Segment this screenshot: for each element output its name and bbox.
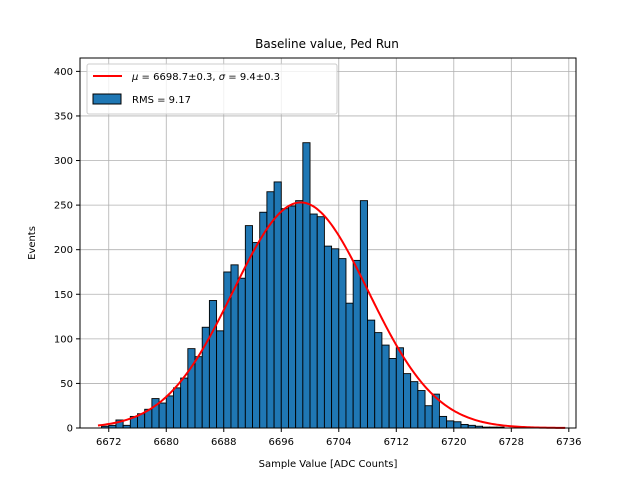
x-tick-label: 6672 — [96, 437, 121, 448]
y-tick-label: 400 — [54, 67, 73, 78]
x-axis-label: Sample Value [ADC Counts] — [259, 459, 398, 470]
y-tick-label: 0 — [67, 424, 73, 435]
legend-fit-label: μ = 6698.7±0.3, σ = 9.4±0.3 — [131, 72, 280, 83]
histogram-bar — [259, 211, 268, 429]
histogram-bar — [165, 395, 174, 429]
histogram-bar — [172, 387, 182, 429]
x-tick-label: 6720 — [441, 437, 466, 448]
x-tick-label: 6728 — [499, 437, 524, 448]
x-tick-label: 6696 — [269, 437, 294, 448]
histogram-bar — [410, 381, 419, 429]
histogram-bar — [417, 390, 426, 429]
y-axis-label: Events — [27, 226, 38, 260]
histogram-bar — [323, 245, 333, 429]
histogram-bar — [381, 344, 390, 429]
chart-title: Baseline value, Ped Run — [255, 37, 399, 51]
y-tick-label: 50 — [60, 379, 73, 390]
histogram-bar — [252, 242, 261, 429]
plot-frame — [79, 57, 577, 429]
histogram-bar — [187, 348, 196, 429]
histogram-bar — [352, 259, 361, 429]
gaussian-fit-curve — [97, 201, 566, 429]
histogram-bar — [374, 332, 383, 429]
histogram-bar — [288, 205, 297, 429]
histogram-bar — [395, 347, 404, 429]
x-tick-label: 6704 — [326, 437, 351, 448]
histogram-bar — [216, 330, 225, 429]
histogram-bar — [438, 415, 448, 429]
y-tick-label: 250 — [54, 201, 73, 212]
y-tick-label: 100 — [54, 334, 73, 345]
histogram-bars — [101, 142, 505, 429]
x-tick-label: 6680 — [154, 437, 179, 448]
histogram-bar — [403, 373, 412, 429]
histogram-bar — [208, 300, 218, 429]
y-tick-label: 200 — [54, 245, 73, 256]
histogram-bar — [180, 377, 189, 429]
histogram-bar — [331, 248, 340, 429]
histogram-bar — [345, 302, 354, 429]
y-axis-ticks: 0 50 100 150 200 250 300 350 400 — [54, 67, 80, 435]
histogram-bar — [223, 271, 232, 429]
histogram-bar — [309, 213, 318, 429]
x-tick-label: 6712 — [384, 437, 409, 448]
histogram-bar — [367, 319, 376, 429]
y-tick-label: 300 — [54, 156, 73, 167]
histogram-bar — [295, 200, 304, 429]
histogram-bar — [280, 208, 289, 429]
histogram-bar — [388, 358, 397, 429]
histogram-bar — [237, 277, 246, 429]
legend-box — [86, 63, 338, 115]
histogram-bar — [446, 420, 455, 429]
histogram-bar — [194, 356, 203, 429]
histogram-bar — [453, 421, 462, 429]
legend-histogram-label: RMS = 9.17 — [132, 95, 191, 106]
histogram-bar — [424, 405, 433, 429]
histogram-bar — [302, 142, 311, 429]
y-tick-label: 350 — [54, 111, 73, 122]
legend-histogram-swatch — [92, 93, 122, 105]
histogram-bar — [460, 423, 469, 429]
histogram-bar — [316, 216, 325, 429]
histogram-bar — [338, 258, 347, 429]
x-tick-label: 6736 — [556, 437, 581, 448]
histogram-bar — [158, 402, 167, 429]
y-tick-label: 150 — [54, 290, 73, 301]
legend: μ = 6698.7±0.3, σ = 9.4±0.3 RMS = 9.17 — [86, 63, 338, 115]
histogram-bar — [359, 200, 368, 429]
x-axis-ticks: 6672 6680 6688 6696 6704 6712 6720 6728 6736 — [96, 428, 582, 448]
x-tick-label: 6688 — [211, 437, 236, 448]
